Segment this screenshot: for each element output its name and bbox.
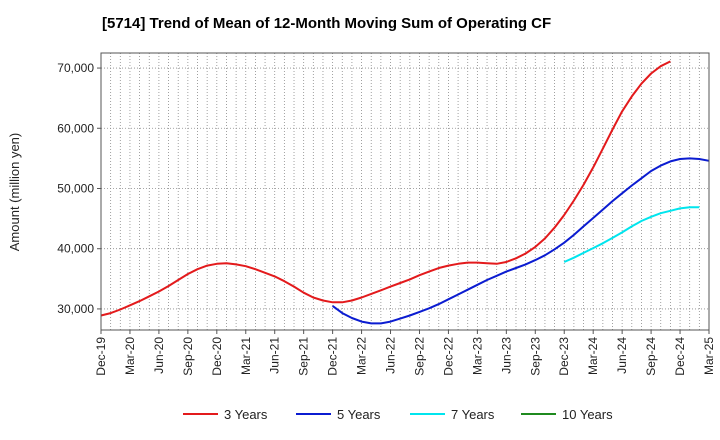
x-tick-label: Jun-23: [499, 337, 513, 374]
x-tick-label: Sep-24: [644, 337, 658, 376]
x-tick-label: Mar-24: [586, 337, 600, 375]
x-tick-label: Dec-21: [326, 337, 340, 376]
y-axis: 30,000 40,000 50,000 60,000 70,000: [57, 61, 101, 316]
x-tick-label: Mar-21: [239, 337, 253, 375]
x-tick-label: Sep-23: [528, 337, 542, 376]
x-tick-label: Dec-20: [210, 337, 224, 376]
legend-item-5-years: 5 Years: [296, 407, 381, 422]
y-tick-label: 50,000: [57, 181, 94, 195]
y-axis-label: Amount (million yen): [7, 133, 22, 252]
legend-item-10-years: 10 Years: [521, 407, 613, 422]
x-tick-label: Dec-24: [673, 337, 687, 376]
y-tick-label: 60,000: [57, 121, 94, 135]
legend-label: 10 Years: [562, 407, 613, 422]
x-tick-label: Jun-24: [615, 337, 629, 374]
legend-item-7-years: 7 Years: [410, 407, 495, 422]
grid: [100, 53, 710, 330]
x-tick-label: Dec-23: [557, 337, 571, 376]
x-tick-label: Mar-20: [123, 337, 137, 375]
x-tick-label: Jun-22: [384, 337, 398, 374]
x-tick-label: Mar-23: [470, 337, 484, 375]
legend-label: 7 Years: [451, 407, 495, 422]
series-line-5-years: [332, 157, 710, 325]
x-tick-label: Sep-21: [297, 337, 311, 376]
y-tick-label: 70,000: [57, 61, 94, 75]
series-line-7-years: [563, 206, 700, 263]
y-tick-label: 30,000: [57, 302, 94, 316]
y-tick-label: 40,000: [57, 242, 94, 256]
x-tick-label: Mar-22: [355, 337, 369, 375]
legend-item-3-years: 3 Years: [183, 407, 268, 422]
x-tick-label: Dec-19: [94, 337, 108, 376]
x-tick-label: Sep-20: [181, 337, 195, 376]
series-group: [100, 60, 710, 325]
x-tick-label: Mar-25: [702, 337, 716, 375]
x-tick-label: Jun-20: [152, 337, 166, 374]
x-axis: Dec-19 Mar-20 Jun-20 Sep-20 Dec-20 Mar-21 Jun-…: [94, 330, 716, 376]
chart-title: [5714] Trend of Mean of 12-Month Moving …: [102, 15, 551, 32]
legend-label: 3 Years: [224, 407, 268, 422]
series-line-3-years: [100, 60, 671, 317]
x-tick-label: Sep-22: [412, 337, 426, 376]
plot-area: [100, 52, 710, 331]
x-tick-label: Dec-22: [441, 337, 455, 376]
legend-label: 5 Years: [337, 407, 381, 422]
x-tick-label: Jun-21: [268, 337, 282, 374]
legend: 3 Years 5 Years 7 Years 10 Years: [183, 407, 613, 422]
